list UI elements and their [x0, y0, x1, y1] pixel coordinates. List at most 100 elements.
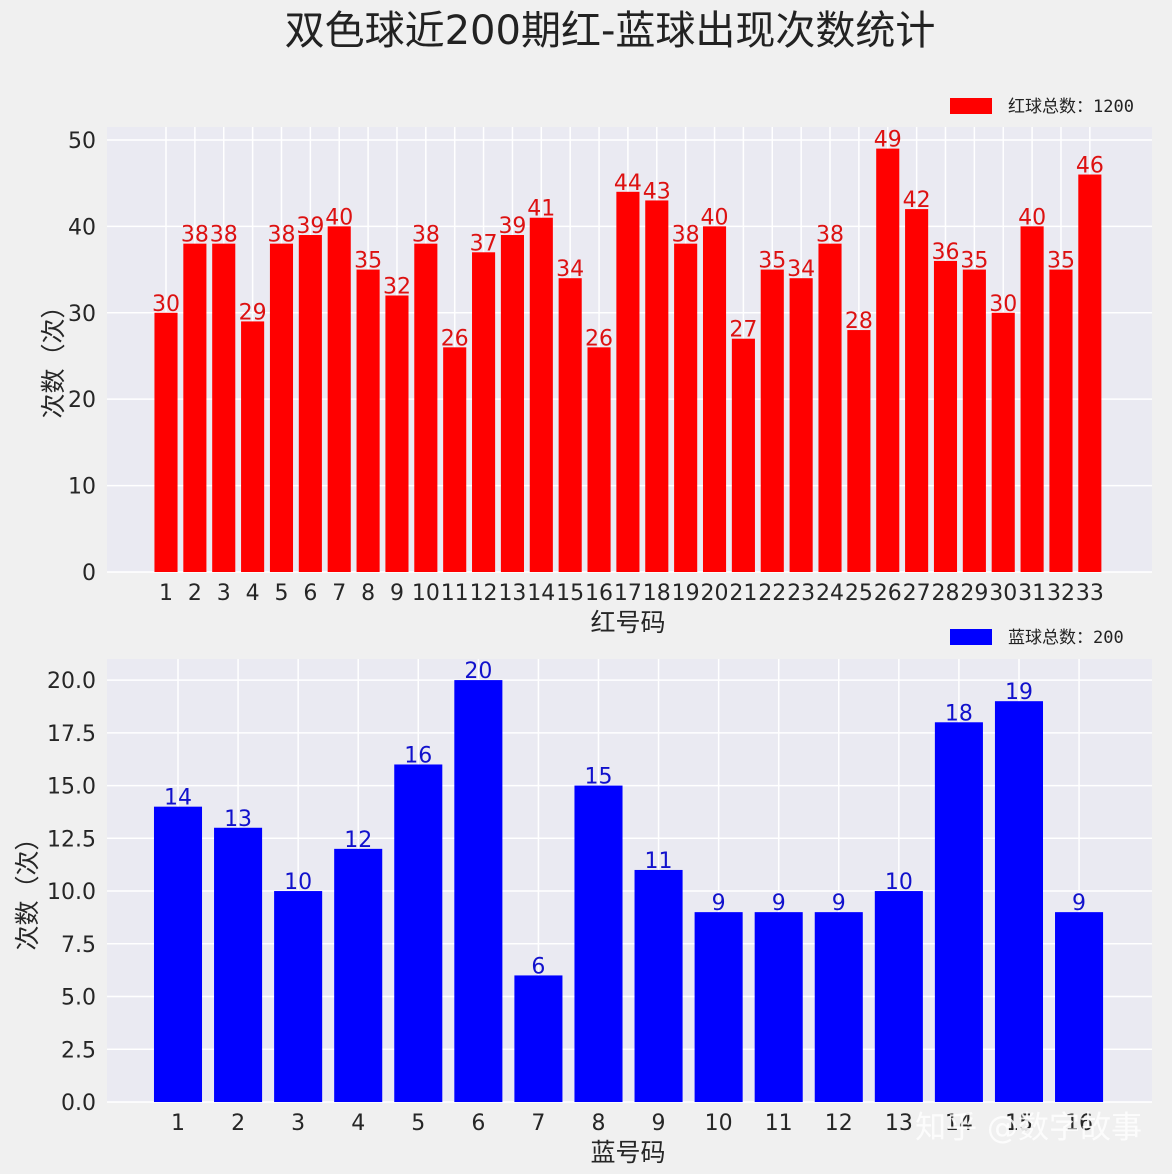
red-bar	[1049, 269, 1073, 572]
red-bar	[702, 226, 727, 572]
blue-x-tick-label: 12	[825, 1111, 853, 1136]
red-bar-value-label: 46	[1076, 154, 1104, 179]
red-x-tick-label: 28	[931, 581, 959, 606]
blue-bar	[214, 827, 263, 1102]
blue-x-tick-label: 4	[351, 1111, 365, 1136]
red-x-tick-label: 31	[1018, 581, 1046, 606]
blue-y-tick-label: 7.5	[61, 933, 96, 958]
red-x-tick-label: 25	[845, 581, 873, 606]
red-bars	[154, 148, 1102, 573]
blue-y-tick-label: 5.0	[61, 986, 96, 1011]
blue-y-tick-label: 2.5	[61, 1038, 96, 1063]
blue-x-tick-label: 2	[231, 1111, 245, 1136]
red-legend-swatch	[950, 98, 992, 114]
blue-x-tick-label: 1	[171, 1111, 185, 1136]
blue-bar	[634, 869, 683, 1102]
red-x-tick-label: 27	[903, 581, 931, 606]
blue-bar	[153, 806, 203, 1102]
red-x-tick-label: 32	[1047, 581, 1075, 606]
red-x-tick-label: 10	[412, 581, 440, 606]
blue-y-tick-label: 12.5	[47, 827, 96, 852]
red-bar	[645, 200, 669, 573]
red-x-tick-label: 33	[1076, 581, 1104, 606]
red-bar-value-label: 30	[989, 292, 1017, 317]
red-bar	[356, 269, 380, 572]
red-bar	[500, 235, 524, 572]
red-x-axis-label: 红号码	[590, 608, 665, 637]
red-bar-value-label: 38	[210, 223, 238, 248]
blue-x-tick-label: 8	[591, 1111, 605, 1136]
red-bar-value-label: 49	[874, 128, 902, 153]
red-x-tick-label: 20	[701, 581, 729, 606]
blue-bar	[814, 912, 863, 1102]
red-bar-value-label: 44	[614, 171, 642, 196]
red-bar-value-label: 40	[1018, 205, 1046, 230]
red-x-tick-label: 26	[874, 581, 902, 606]
red-x-tick-label: 12	[470, 581, 498, 606]
red-bar	[905, 209, 929, 572]
red-x-tick-label: 19	[672, 581, 700, 606]
blue-bar-value-label: 14	[164, 786, 192, 811]
red-bar-value-label: 26	[585, 326, 613, 351]
red-bar	[847, 330, 871, 572]
blue-bar-value-label: 9	[712, 891, 726, 916]
red-bar-value-label: 30	[152, 292, 180, 317]
chart-title: 双色球近200期红-蓝球出现次数统计	[285, 8, 936, 54]
blue-bar	[274, 891, 323, 1102]
blue-y-tick-label: 15.0	[47, 775, 96, 800]
blue-bar	[754, 912, 803, 1102]
blue-y-axis-label: 次数（次）	[13, 825, 42, 950]
red-x-tick-label: 22	[758, 581, 786, 606]
red-x-tick-label: 9	[390, 581, 404, 606]
blue-legend-label: 蓝球总数：200	[1008, 628, 1124, 648]
blue-x-tick-label: 15	[1005, 1111, 1033, 1136]
red-bar	[587, 347, 611, 572]
blue-legend: 蓝球总数：200	[950, 628, 1124, 648]
red-y-tick-label: 0	[82, 561, 96, 586]
red-bar	[962, 269, 986, 572]
red-bar	[991, 312, 1015, 572]
red-bar	[269, 243, 294, 572]
red-bar	[760, 269, 784, 572]
red-bar-value-label: 35	[960, 249, 988, 274]
red-x-tick-label: 6	[303, 581, 317, 606]
blue-bar-value-label: 6	[531, 954, 545, 979]
red-bar-value-label: 38	[672, 223, 700, 248]
red-bar-value-label: 38	[181, 223, 209, 248]
blue-bar-value-label: 9	[832, 891, 846, 916]
blue-bar-value-label: 9	[1072, 891, 1086, 916]
red-bar	[731, 338, 755, 572]
blue-bar-labels: 14 13 10 12 16 20 6 15 11 9 9 9 10 18 19 9	[164, 659, 1086, 979]
blue-bar-value-label: 10	[284, 870, 312, 895]
red-x-tick-label: 15	[556, 581, 584, 606]
red-y-tick-label: 40	[68, 215, 96, 240]
red-bar-value-label: 35	[758, 249, 786, 274]
red-x-tick-label: 14	[527, 581, 555, 606]
red-bar-value-label: 38	[412, 223, 440, 248]
blue-legend-swatch	[950, 629, 992, 645]
red-bar	[789, 278, 813, 572]
blue-bar-value-label: 12	[344, 828, 372, 853]
red-x-tick-label: 30	[989, 581, 1017, 606]
blue-y-tick-label: 10.0	[47, 880, 96, 905]
blue-bar-value-label: 15	[584, 765, 612, 790]
red-bar	[674, 243, 698, 572]
red-x-tick-label: 5	[274, 581, 288, 606]
red-bar	[414, 243, 438, 572]
red-y-tick-label: 10	[68, 475, 96, 500]
red-bar	[1020, 226, 1044, 572]
blue-bar	[994, 701, 1044, 1102]
red-x-tick-label: 8	[361, 581, 375, 606]
red-x-tick-label: 23	[787, 581, 815, 606]
blue-x-axis-label: 蓝号码	[590, 1138, 665, 1167]
red-x-tick-label: 24	[816, 581, 844, 606]
blue-x-tick-label: 14	[945, 1111, 973, 1136]
blue-y-tick-label: 0.0	[61, 1091, 96, 1116]
blue-y-ticks: 0.0 2.5 5.0 7.5 10.0 12.5 15.0 17.5 20.0	[47, 669, 96, 1116]
red-legend: 红球总数：1200	[950, 97, 1134, 117]
red-x-tick-label: 29	[960, 581, 988, 606]
